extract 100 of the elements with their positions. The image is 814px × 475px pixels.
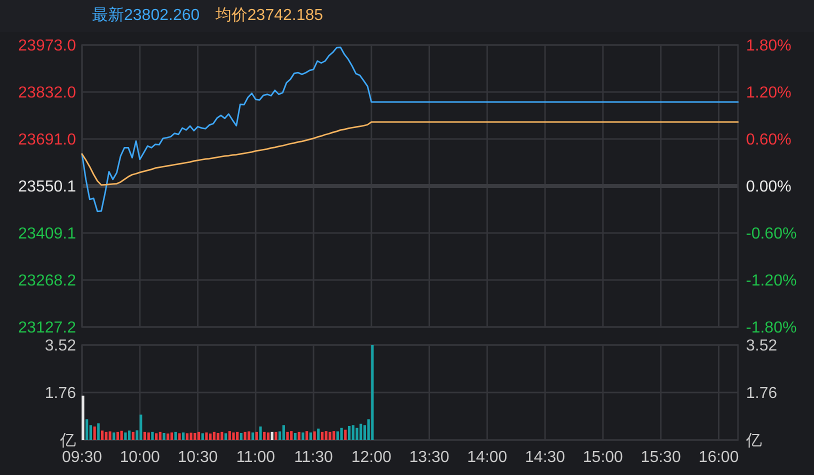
line-series: [81, 121, 739, 186]
bar: [93, 426, 96, 440]
x-tick-label: 10:00: [120, 449, 160, 466]
bar: [270, 432, 274, 440]
bar: [313, 431, 316, 440]
bar: [320, 432, 324, 440]
y2-tick-label: 0.00%: [746, 178, 792, 196]
bar: [194, 432, 196, 440]
bar: [174, 432, 177, 440]
bar: [143, 432, 146, 440]
y-tick-label: 23832.0: [18, 84, 76, 102]
x-tick-label: 14:30: [525, 449, 566, 466]
y2-tick-label: -0.60%: [746, 226, 797, 243]
bar: [178, 433, 181, 440]
bar: [290, 431, 293, 440]
bar: [155, 433, 158, 440]
bar: [348, 426, 351, 440]
bar: [205, 432, 208, 440]
bar: [317, 428, 320, 440]
bar: [255, 432, 258, 440]
x-tick-label: 13:30: [409, 449, 450, 466]
x-tick-label: 09:30: [62, 449, 102, 466]
y-tick-label: 23691.0: [18, 132, 76, 149]
y-tick-label: 23268.2: [18, 272, 76, 290]
bar: [251, 432, 254, 440]
bar: [170, 432, 174, 440]
bar: [274, 432, 278, 440]
bar: [344, 430, 347, 440]
y-tick-label: 23550.1: [18, 178, 76, 196]
x-tick-label: 14:00: [467, 449, 508, 466]
bar: [340, 428, 343, 440]
bar: [236, 432, 239, 440]
bar: [112, 432, 116, 440]
x-tick-label: 12:00: [351, 449, 392, 466]
bar: [197, 432, 200, 440]
bar: [263, 432, 266, 440]
text: 均价23742.185: [214, 7, 324, 24]
bar: [220, 432, 224, 440]
bar: [328, 432, 332, 440]
bar: [356, 428, 358, 440]
bar: [332, 431, 336, 440]
bar: [240, 432, 243, 440]
x-tick-label: 15:30: [640, 449, 681, 466]
x-tick-label: 16:00: [698, 449, 739, 466]
bar: [140, 414, 142, 440]
bar: [248, 431, 250, 440]
bar: [86, 419, 88, 440]
bar: [158, 432, 162, 440]
bar: [201, 433, 204, 440]
y2-tick-label: 1.76: [746, 385, 778, 402]
y2-tick-label: 1.20%: [746, 84, 792, 102]
bar: [306, 431, 308, 440]
bar: [324, 431, 328, 440]
y-tick-label: 3.52: [44, 338, 76, 355]
bar: [104, 432, 108, 440]
bar: [244, 432, 246, 440]
bar: [259, 426, 262, 440]
x-tick-label: 10:30: [178, 449, 218, 466]
bar: [97, 423, 100, 440]
y-tick-label: 亿: [59, 432, 76, 450]
bar: [352, 425, 354, 440]
bar: [147, 432, 150, 440]
bar: [298, 432, 300, 440]
bar: [212, 432, 216, 440]
bar: [302, 432, 304, 440]
bar: [128, 430, 131, 440]
bar: [294, 432, 297, 440]
bar: [228, 431, 231, 440]
x-tick-label: 15:00: [582, 449, 624, 466]
text: 最新23802.260: [92, 6, 200, 24]
bar: [82, 396, 84, 440]
y2-tick-label: 1.80%: [746, 38, 792, 55]
bar: [162, 432, 166, 440]
y2-tick-label: -1.80%: [746, 320, 797, 337]
bar: [190, 432, 192, 440]
bar: [266, 432, 270, 440]
y2-tick-label: 3.52: [746, 338, 778, 355]
y2-tick-label: 亿: [745, 432, 762, 450]
y-tick-label: 23409.1: [18, 226, 76, 243]
y-tick-label: 23127.2: [18, 320, 76, 337]
bar: [151, 432, 154, 440]
bar: [182, 432, 185, 440]
bar: [216, 432, 220, 440]
bar: [124, 432, 127, 440]
bar: [108, 431, 112, 440]
bar: [336, 431, 339, 440]
bar: [120, 430, 123, 440]
bar: [309, 432, 312, 440]
bar: [166, 434, 170, 440]
bar: [286, 432, 289, 440]
y-tick-label: 1.76: [44, 385, 76, 402]
bar: [186, 433, 188, 440]
bar: [100, 430, 104, 440]
bar: [209, 434, 212, 440]
bar: [116, 432, 120, 440]
x-tick-label: 11:00: [236, 449, 276, 466]
y2-tick-label: -1.20%: [746, 272, 797, 290]
bar: [232, 432, 235, 440]
bar: [132, 432, 134, 440]
line-series: [81, 46, 739, 212]
